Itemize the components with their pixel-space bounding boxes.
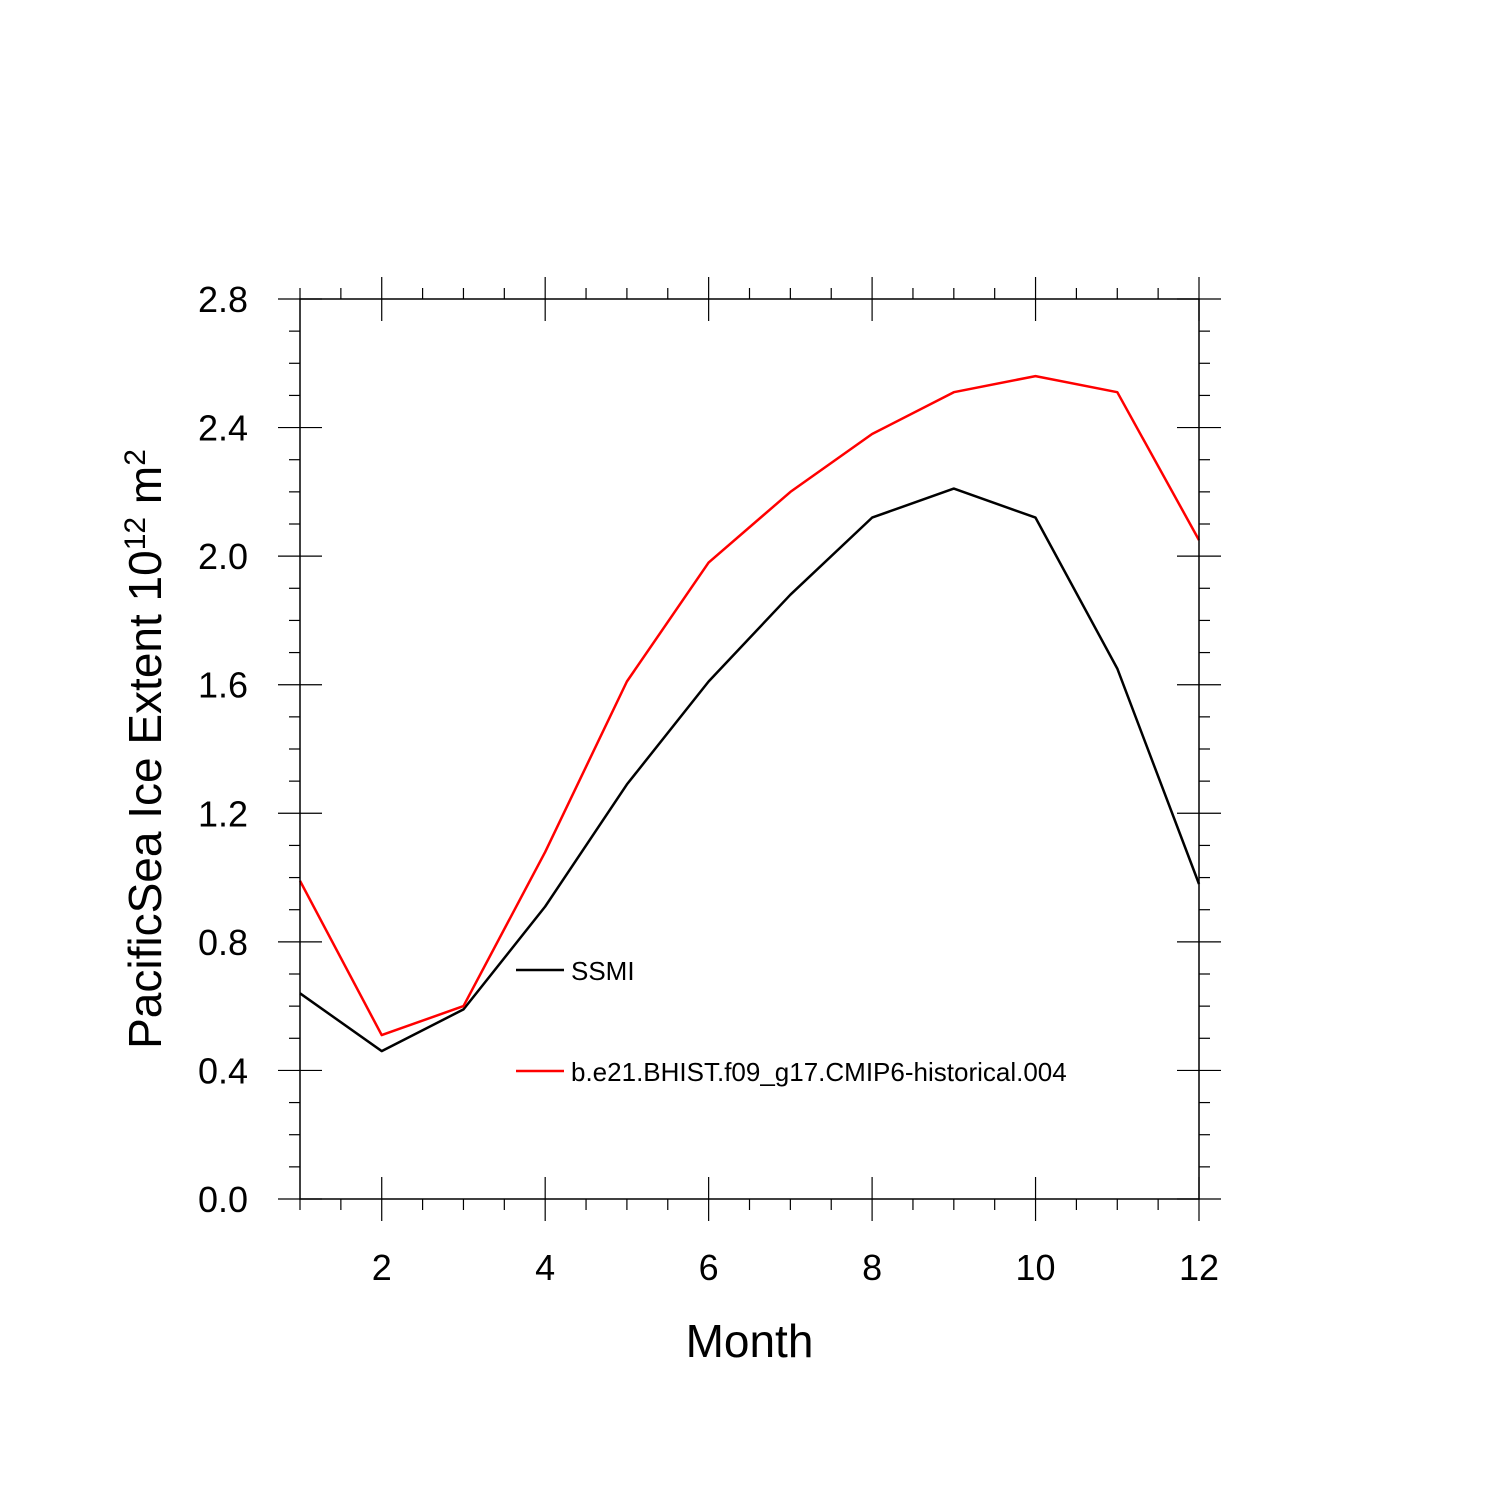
legend-label: b.e21.BHIST.f09_g17.CMIP6-historical.004	[571, 1057, 1067, 1087]
x-tick-label: 4	[535, 1247, 555, 1288]
x-tick-labels: 2 4 6 8 10 12	[372, 1247, 1219, 1288]
y-tick-label: 0.8	[198, 922, 248, 963]
x-tick-label: 10	[1016, 1247, 1056, 1288]
y-tick-label: 2.8	[198, 279, 248, 320]
x-axis-title: Month	[686, 1315, 814, 1367]
y-tick-label: 1.2	[198, 793, 248, 834]
legend: SSMI b.e21.BHIST.f09_g17.CMIP6-historical…	[516, 956, 1067, 1087]
x-tick-label: 8	[862, 1247, 882, 1288]
x-tick-label: 12	[1179, 1247, 1219, 1288]
plot-frame	[299, 298, 1200, 1200]
y-tick-label: 0.0	[198, 1179, 248, 1220]
y-axis-title-unit: m	[119, 466, 171, 517]
y-tick-label: 2.0	[198, 536, 248, 577]
x-tick-label: 6	[699, 1247, 719, 1288]
y-tick-label: 0.4	[198, 1050, 248, 1091]
series-line	[299, 487, 1201, 1053]
y-tick-labels: 0.0 0.4 0.8 1.2 1.6 2.0 2.4 2.8	[198, 279, 248, 1220]
y-tick-label: 1.6	[198, 665, 248, 706]
y-axis-title-main: PacificSea Ice Extent 10	[119, 550, 171, 1049]
y-tick-label: 2.4	[198, 408, 248, 449]
series-lines	[298, 374, 1201, 1053]
series-line	[298, 374, 1201, 1037]
y-axis-title: PacificSea Ice Extent 1012 m2	[119, 449, 171, 1049]
x-tick-label: 2	[372, 1247, 392, 1288]
y-axis-title-exponent: 12	[119, 517, 152, 550]
legend-label: SSMI	[571, 956, 635, 986]
y-axis-title-unit-exponent: 2	[119, 449, 152, 466]
